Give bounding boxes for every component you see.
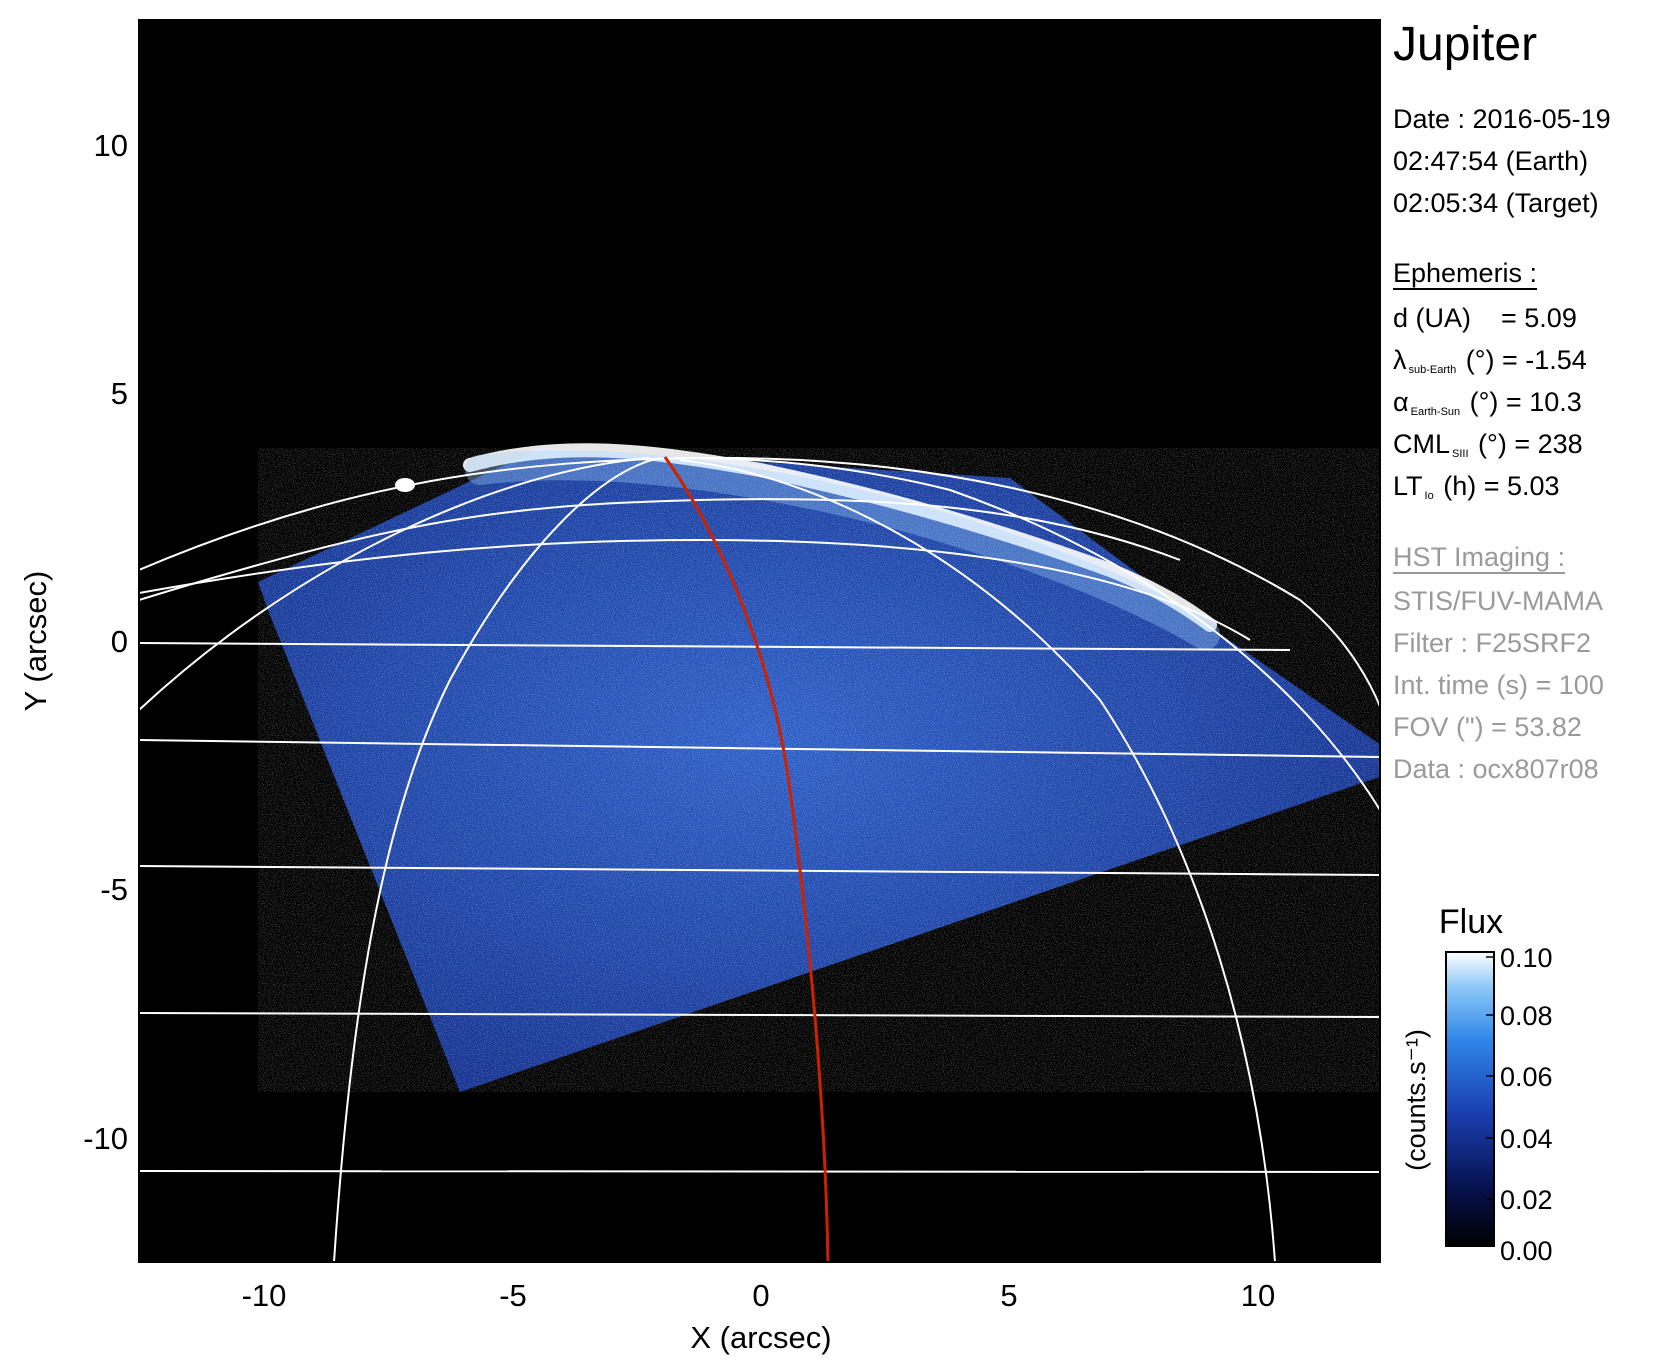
colorbar-tick-label: 0.00 xyxy=(1500,1236,1553,1266)
y-tick-label: -5 xyxy=(100,872,128,907)
colorbar-tick-label: 0.10 xyxy=(1500,943,1553,973)
y-tick-label: 10 xyxy=(94,128,128,163)
hst-data-id: Data : ocx807r08 xyxy=(1393,754,1599,784)
hst-fov: FOV (") = 53.82 xyxy=(1393,712,1582,742)
time-earth: 02:47:54 (Earth) xyxy=(1393,146,1589,176)
emission-noise xyxy=(258,448,1380,1092)
x-tick-label: -5 xyxy=(499,1278,527,1313)
x-tick-label: -10 xyxy=(242,1278,287,1313)
alpha-value: (°) = 10.3 xyxy=(1462,387,1582,417)
lt-symbol: LT xyxy=(1393,471,1423,501)
alpha-subscript: Earth-Sun xyxy=(1410,406,1461,418)
colorbar-title: Flux xyxy=(1439,903,1503,941)
colorbar-tick-label: 0.04 xyxy=(1500,1124,1553,1154)
colorbar-tick-label: 0.06 xyxy=(1500,1062,1553,1092)
y-axis-label: Y (arcsec) xyxy=(18,571,53,712)
lambda-subscript: sub-Earth xyxy=(1408,364,1457,376)
ephemeris-distance: d (UA) = 5.09 xyxy=(1393,303,1577,334)
lt-value: (h) = 5.03 xyxy=(1435,471,1560,501)
lt-subscript: Io xyxy=(1424,490,1434,502)
colorbar-tick-label: 0.08 xyxy=(1500,1001,1553,1031)
target-name: Jupiter xyxy=(1393,18,1538,71)
central-meridian xyxy=(663,456,830,1262)
auroral-oval xyxy=(463,443,1217,632)
ephemeris-io-local-time: LT Io (h) = 5.03 xyxy=(1393,471,1560,502)
cml-value: (°) = 238 xyxy=(1470,429,1583,459)
x-tick-label: 5 xyxy=(1000,1278,1017,1313)
x-axis-label: X (arcsec) xyxy=(690,1320,831,1355)
hst-integration-time: Int. time (s) = 100 xyxy=(1393,670,1604,700)
alpha-symbol: α xyxy=(1393,387,1409,417)
colorbar xyxy=(1445,951,1495,1247)
cml-subscript: SIII xyxy=(1452,448,1469,460)
cml-symbol: CML xyxy=(1393,429,1451,459)
colorbar-tick-label: 0.02 xyxy=(1500,1185,1553,1215)
ephemeris-header: Ephemeris : xyxy=(1393,258,1538,288)
date-line: Date : 2016-05-19 xyxy=(1393,104,1611,134)
auroral-oval-halo xyxy=(465,450,1220,650)
x-axis xyxy=(263,1245,1259,1262)
x-tick-label: 10 xyxy=(1241,1278,1275,1313)
ephemeris-phase-angle: α Earth-Sun (°) = 10.3 xyxy=(1393,387,1582,418)
hst-filter: Filter : F25SRF2 xyxy=(1393,628,1592,658)
x-tick-label: 0 xyxy=(752,1278,769,1313)
y-axis xyxy=(139,144,156,1139)
y-tick-label: -10 xyxy=(83,1121,128,1156)
hst-header: HST Imaging : xyxy=(1393,542,1566,572)
ephemeris-cml: CML SIII (°) = 238 xyxy=(1393,429,1583,460)
meridian-grid xyxy=(139,457,1380,1262)
y-tick-label: 5 xyxy=(111,376,128,411)
lambda-symbol: λ xyxy=(1393,345,1407,375)
ephemeris-distance-text: d (UA) = 5.09 xyxy=(1393,303,1577,333)
colorbar-ticks xyxy=(1486,956,1494,1200)
hst-instrument: STIS/FUV-MAMA xyxy=(1393,586,1604,616)
ephemeris-sub-earth-latitude: λ sub-Earth (°) = -1.54 xyxy=(1393,345,1587,376)
colorbar-unit-label: (counts.s⁻¹) xyxy=(1401,1029,1431,1171)
lambda-value: (°) = -1.54 xyxy=(1458,345,1587,375)
latitude-grid xyxy=(139,456,1380,1173)
time-target: 02:05:34 (Target) xyxy=(1393,188,1599,218)
y-tick-label: 0 xyxy=(111,624,128,659)
